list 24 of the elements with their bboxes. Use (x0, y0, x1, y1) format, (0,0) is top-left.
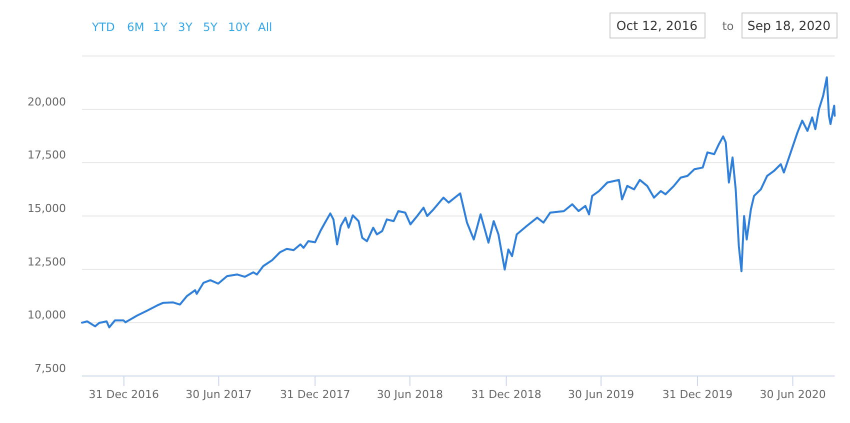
text: All (258, 20, 272, 34)
text: 5Y (203, 20, 218, 34)
y-tick-label: 12,500 (28, 255, 66, 268)
y-tick-label: 7,500 (34, 362, 66, 375)
x-tick-label: 31 Dec 2017 (280, 388, 350, 401)
x-tick-label: 31 Dec 2018 (471, 388, 542, 401)
text: to (722, 19, 734, 33)
y-tick-label: 20,000 (28, 95, 66, 108)
x-tick-label: 31 Dec 2016 (88, 388, 160, 401)
y-tick-label: 10,000 (28, 308, 66, 322)
x-tick-label: 31 Dec 2019 (662, 388, 733, 401)
text: 3Y (178, 20, 194, 34)
x-tick-label: 30 Jun 2018 (376, 388, 443, 401)
text: 6M (127, 20, 144, 34)
text: YTD (91, 20, 116, 34)
text: Sep 18, 2020 (747, 18, 831, 33)
y-tick-label: 15,000 (28, 202, 66, 215)
y-tick-label: 17,500 (28, 148, 66, 162)
text: 10Y (228, 20, 251, 34)
text: Oct 12, 2016 (616, 18, 698, 33)
x-tick-label: 30 Jun 2020 (760, 388, 826, 401)
x-tick-label: 30 Jun 2019 (568, 388, 634, 401)
x-tick-label: 30 Jun 2017 (186, 388, 252, 401)
text: 1Y (153, 20, 168, 34)
